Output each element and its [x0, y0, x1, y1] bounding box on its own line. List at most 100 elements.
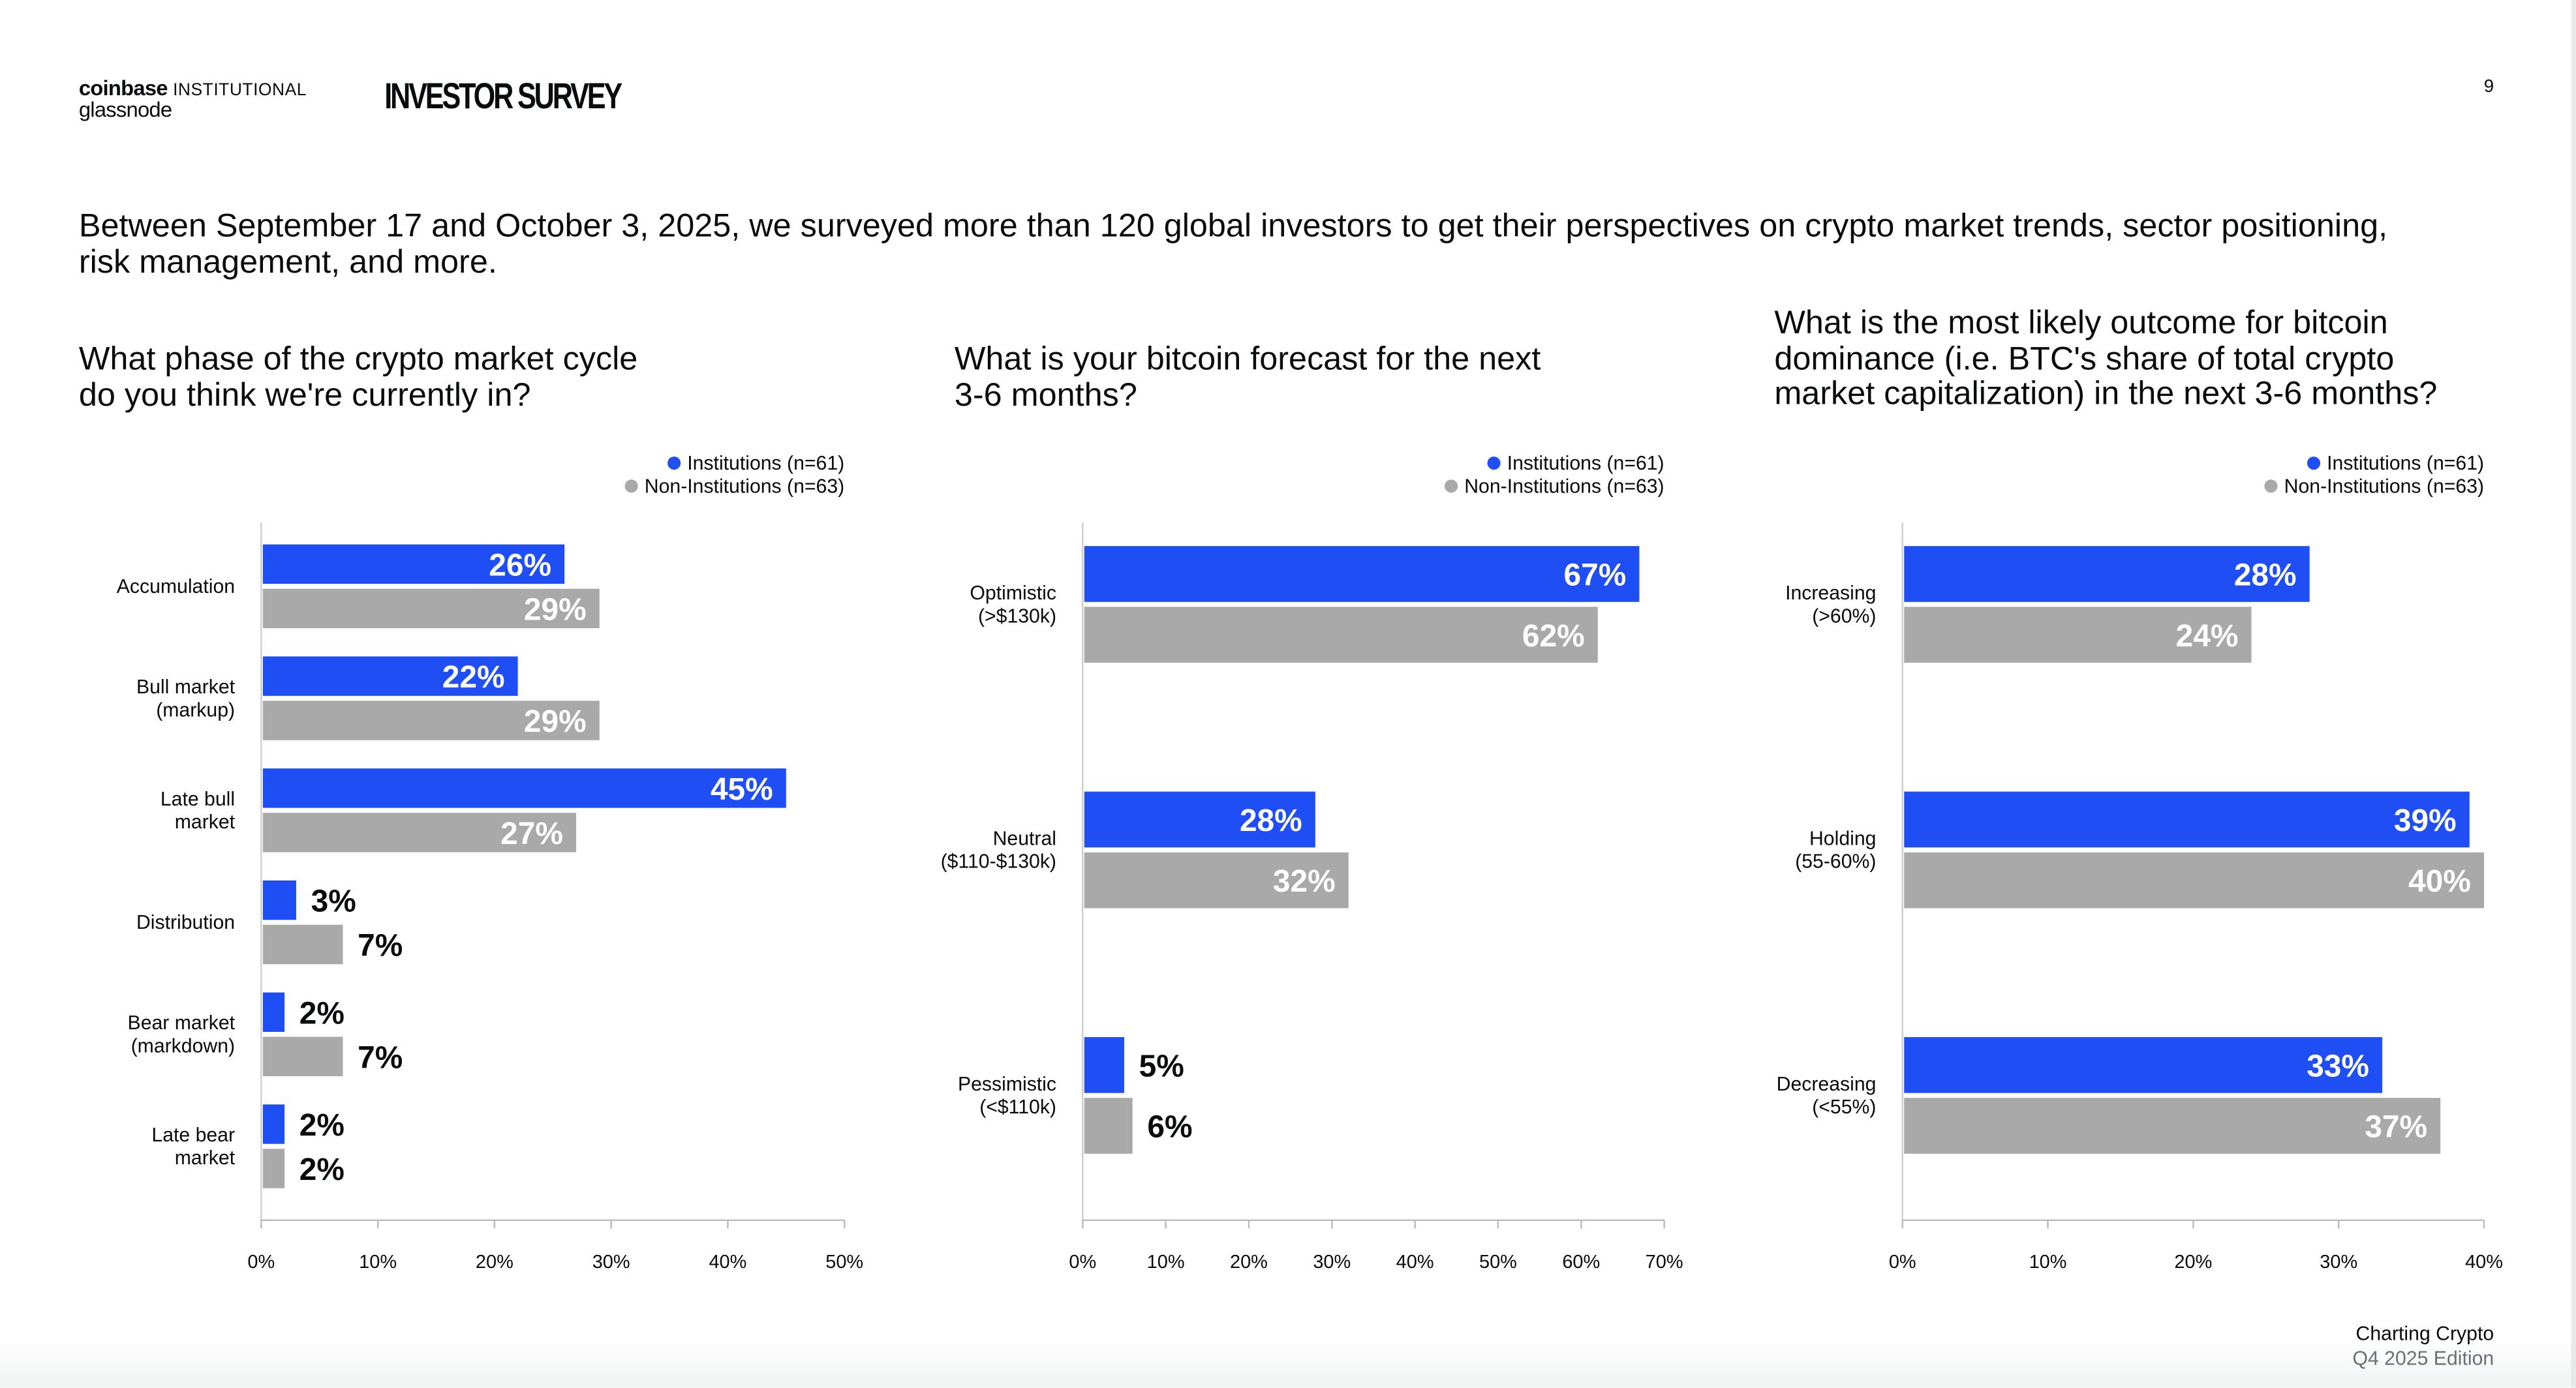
bottom-fade — [0, 1338, 2571, 1388]
category-label: Distribution — [136, 912, 235, 933]
bar-non-institutions — [1904, 1098, 2441, 1154]
category-label-line: Accumulation — [117, 576, 235, 597]
bar-non-institutions — [1084, 1098, 1133, 1154]
legend-non-institutions-dot — [624, 479, 638, 493]
data-label: 32% — [1273, 864, 1336, 899]
legend-label: Non-Institutions (n=63) — [645, 475, 844, 497]
category-label: Increasing (>60%) — [1785, 582, 1876, 627]
x-tick-label: 30% — [1313, 1252, 1351, 1273]
data-label: 67% — [1564, 558, 1627, 593]
category-label: Decreasing (<55%) — [1777, 1074, 1877, 1118]
bar-non-institutions — [1904, 607, 2252, 663]
category-label-line: (55-60%) — [1795, 851, 1876, 873]
category-label: Accumulation — [117, 576, 235, 597]
chart-1-title: What phase of the crypto market cycle do … — [78, 341, 638, 414]
category-label: Late bull market — [161, 789, 236, 833]
bar-institutions — [262, 544, 565, 584]
bar-institutions — [1084, 546, 1640, 602]
x-tick-label: 0% — [1889, 1252, 1916, 1273]
bar-non-institutions — [262, 1036, 343, 1076]
data-label: 3% — [311, 884, 356, 919]
bar-non-institutions — [262, 813, 577, 852]
x-tick-label: 30% — [592, 1252, 630, 1273]
bar-non-institutions — [1084, 852, 1349, 909]
page-edge — [2571, 0, 2576, 1388]
bar-institutions — [262, 768, 786, 808]
data-label: 27% — [500, 817, 563, 851]
page-number: 9 — [2483, 77, 2494, 97]
legend-label: Institutions (n=61) — [1507, 453, 1664, 474]
bar-non-institutions — [262, 924, 343, 965]
legend-label: Institutions (n=61) — [687, 453, 844, 474]
legend-institutions-dot — [667, 456, 681, 470]
legend-institutions-dot — [2307, 456, 2321, 470]
data-label: 29% — [524, 593, 587, 627]
x-tick-label: 10% — [1147, 1252, 1185, 1273]
x-tick-label: 70% — [1646, 1252, 1683, 1273]
data-label: 39% — [2394, 804, 2457, 838]
data-label: 28% — [1240, 804, 1302, 838]
category-label-line: (>$130k) — [978, 605, 1056, 627]
data-label: 2% — [299, 996, 345, 1031]
legend-label: Non-Institutions (n=63) — [1464, 475, 1664, 497]
data-label: 24% — [2176, 619, 2239, 654]
data-label: 2% — [299, 1108, 345, 1143]
section-title: INVESTOR SURVEY — [384, 75, 622, 117]
legend-label: Institutions (n=61) — [2327, 453, 2484, 474]
bar-institutions — [262, 656, 518, 696]
category-label-line: Pessimistic — [958, 1074, 1056, 1095]
category-label-line: market — [175, 1147, 236, 1169]
category-label-line: Optimistic — [970, 582, 1056, 604]
data-label: 37% — [2365, 1110, 2427, 1145]
bar-institutions — [1904, 791, 2470, 848]
data-label: 28% — [2234, 558, 2297, 593]
category-label-line: (<55%) — [1812, 1096, 1876, 1118]
data-label: 5% — [1139, 1049, 1184, 1083]
category-label-line: Distribution — [136, 912, 235, 933]
bar-non-institutions — [262, 1149, 285, 1188]
category-label-line: (markup) — [156, 699, 235, 721]
data-label: 45% — [711, 772, 773, 807]
x-tick-label: 40% — [709, 1252, 746, 1273]
category-label-line: Holding — [1809, 828, 1876, 849]
bar-institutions — [262, 880, 296, 920]
category-label-line: ($110-$130k) — [941, 851, 1056, 873]
data-label: 29% — [524, 704, 587, 739]
footer-title: Charting Crypto — [2355, 1321, 2494, 1346]
bar-institutions — [1904, 1037, 2383, 1093]
category-label: Bull market (markup) — [136, 676, 236, 721]
x-tick-label: 20% — [476, 1252, 514, 1273]
x-tick-label: 50% — [825, 1252, 863, 1273]
legend-non-institutions-dot — [1445, 479, 1458, 493]
bar-non-institutions — [1084, 607, 1598, 663]
x-tick-label: 0% — [1069, 1252, 1096, 1273]
x-tick-label: 10% — [359, 1252, 397, 1273]
x-tick-label: 0% — [247, 1252, 275, 1273]
data-label: 22% — [442, 660, 505, 695]
bar-institutions — [1084, 1037, 1124, 1093]
data-label: 6% — [1147, 1110, 1192, 1145]
category-label-line: Neutral — [993, 828, 1056, 849]
category-label-line: (markdown) — [131, 1035, 235, 1057]
x-tick-label: 10% — [2029, 1252, 2067, 1273]
data-label: 33% — [2307, 1049, 2369, 1083]
survey-charts: Institutions (n=61)Non-Institutions (n=6… — [117, 453, 2503, 1273]
category-label-line: Late bear — [151, 1124, 235, 1146]
footer-edition: Q4 2025 Edition — [2352, 1346, 2494, 1370]
category-label-line: Late bull — [161, 789, 235, 810]
category-label: Neutral ($110-$130k) — [941, 828, 1056, 872]
data-label: 2% — [299, 1153, 345, 1187]
category-label-line: Bull market — [136, 676, 236, 698]
data-label: 40% — [2408, 864, 2471, 899]
bar-institutions — [1904, 546, 2310, 602]
bar-institutions — [262, 1104, 285, 1144]
data-label: 26% — [489, 549, 551, 583]
legend-institutions-dot — [1487, 456, 1501, 470]
intro-text: Between September 17 and October 3, 2025… — [78, 208, 2388, 281]
category-label-line: Bear market — [128, 1012, 236, 1034]
category-label: Holding (55-60%) — [1795, 828, 1876, 872]
chart-3-title: What is the most likely outcome for bitc… — [1774, 305, 2438, 412]
category-label: Optimistic (>$130k) — [970, 582, 1056, 627]
data-label: 7% — [358, 1040, 403, 1075]
